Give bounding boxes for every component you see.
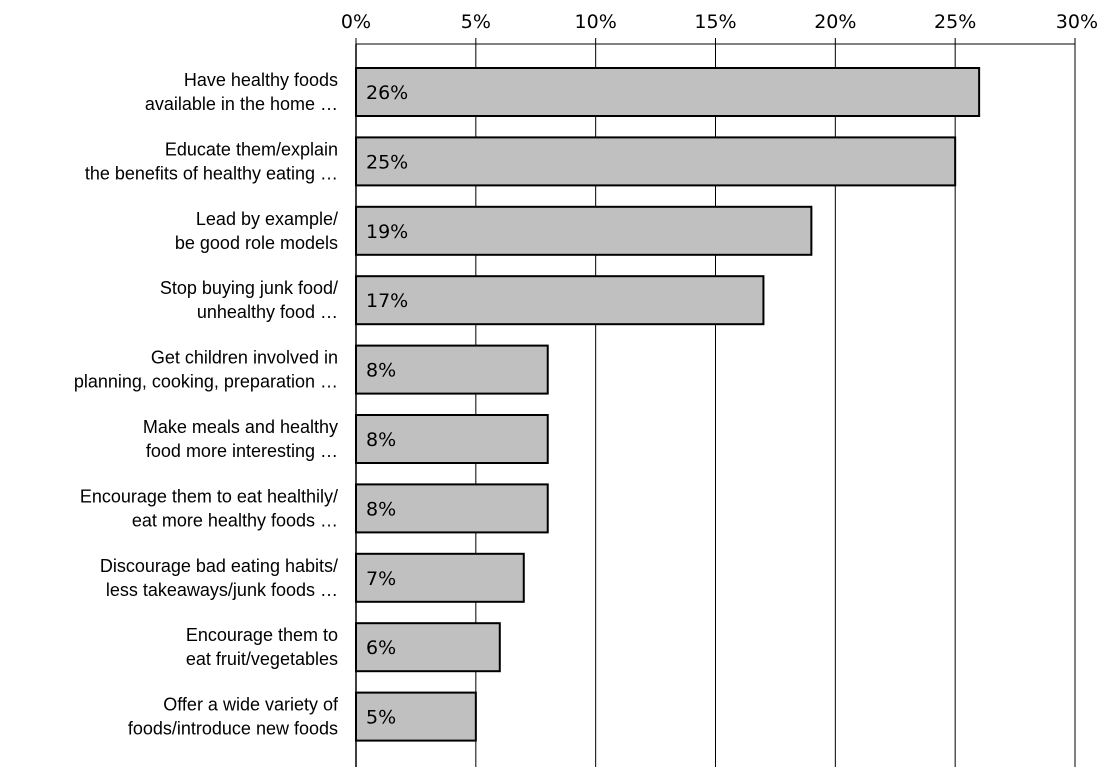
x-tick-label: 25% bbox=[934, 11, 976, 33]
bar bbox=[355, 622, 501, 673]
category-label-line: planning, cooking, preparation … bbox=[74, 372, 338, 392]
category-label-line: available in the home … bbox=[145, 94, 338, 114]
x-axis-ticks: 0% 5% 10% 15% 20% 25% 30% bbox=[341, 11, 1098, 45]
category-label-line: eat fruit/vegetables bbox=[186, 649, 338, 669]
x-tick-label: 30% bbox=[1056, 11, 1098, 33]
bar bbox=[355, 344, 549, 395]
category-label-line: the benefits of healthy eating … bbox=[85, 163, 338, 183]
x-tick-label: 5% bbox=[461, 11, 491, 33]
bar-value-label: 8% bbox=[366, 498, 396, 520]
x-tick-label: 0% bbox=[341, 11, 371, 33]
category-label-line: Discourage bad eating habits/ bbox=[100, 556, 338, 576]
category-label: Discourage bad eating habits/less takeaw… bbox=[100, 556, 338, 600]
bar-value-label: 8% bbox=[366, 429, 396, 451]
category-label: Stop buying junk food/unhealthy food … bbox=[160, 278, 338, 322]
category-label-line: Educate them/explain bbox=[165, 139, 338, 159]
category-label: Lead by example/be good role models bbox=[175, 209, 338, 253]
category-label-line: Lead by example/ bbox=[196, 209, 338, 229]
category-label-line: less takeaways/junk foods … bbox=[106, 580, 338, 600]
bar bbox=[355, 205, 813, 256]
bar-value-label: 26% bbox=[366, 82, 408, 104]
bar-value-label: 25% bbox=[366, 151, 408, 173]
bar-value-label: 19% bbox=[366, 221, 408, 243]
bar-value-label: 8% bbox=[366, 360, 396, 382]
category-label-line: be good role models bbox=[175, 233, 338, 253]
category-label-line: eat more healthy foods … bbox=[132, 510, 338, 530]
category-label: Educate them/explain the benefits of heal… bbox=[85, 139, 338, 183]
bar-value-label: 17% bbox=[366, 290, 408, 312]
category-label-line: unhealthy food … bbox=[197, 302, 338, 322]
bar bbox=[355, 275, 765, 326]
x-tick-label: 15% bbox=[694, 11, 736, 33]
bar bbox=[355, 483, 549, 534]
category-label: Encourage them to eat fruit/vegetables bbox=[186, 625, 338, 669]
category-label: Have healthy foods available in the home … bbox=[145, 70, 338, 114]
category-label-line: Encourage them to eat healthily/ bbox=[80, 486, 338, 506]
category-label-line: Offer a wide variety of bbox=[163, 695, 339, 715]
category-label-line: Encourage them to bbox=[186, 625, 338, 645]
x-tick-label: 10% bbox=[575, 11, 617, 33]
category-label-line: foods/introduce new foods bbox=[128, 719, 338, 739]
category-label: Get children involved in planning, cookin… bbox=[74, 348, 338, 392]
category-label-line: Get children involved in bbox=[151, 348, 338, 368]
category-label: Encourage them to eat healthily/eat more… bbox=[80, 486, 338, 530]
x-tick-label: 20% bbox=[814, 11, 856, 33]
category-labels: Have healthy foods available in the home … bbox=[74, 70, 339, 739]
category-label: Offer a wide variety of foods/introduce n… bbox=[128, 695, 339, 739]
category-label-line: Have healthy foods bbox=[184, 70, 338, 90]
bar-value-label: 7% bbox=[366, 568, 396, 590]
bar-value-label: 5% bbox=[366, 707, 396, 729]
category-label-line: Make meals and healthy bbox=[143, 417, 338, 437]
bar-value-label: 6% bbox=[366, 637, 396, 659]
category-label-line: Stop buying junk food/ bbox=[160, 278, 338, 298]
bar bbox=[355, 67, 981, 117]
category-label: Make meals and healthy food more interest… bbox=[143, 417, 338, 461]
data-labels: 26% 25% 19% 17% 8% 8% 8% 7% 6% 5% bbox=[366, 82, 408, 729]
category-label-line: food more interesting … bbox=[146, 441, 338, 461]
bars bbox=[355, 67, 981, 742]
bar bbox=[355, 136, 957, 187]
